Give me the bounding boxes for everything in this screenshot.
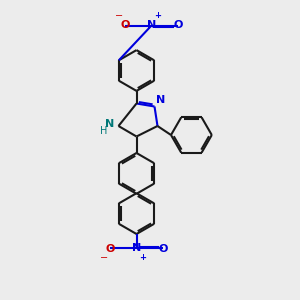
Text: O: O	[173, 20, 183, 30]
Text: −: −	[100, 253, 108, 263]
Text: N: N	[132, 243, 141, 254]
Text: +: +	[140, 253, 147, 262]
Text: N: N	[106, 118, 115, 129]
Text: O: O	[158, 244, 168, 254]
Text: N: N	[147, 20, 156, 31]
Text: O: O	[105, 244, 115, 254]
Text: O: O	[120, 20, 130, 30]
Text: −: −	[115, 11, 123, 21]
Text: +: +	[154, 11, 162, 20]
Text: H: H	[100, 126, 107, 136]
Text: N: N	[157, 95, 166, 105]
